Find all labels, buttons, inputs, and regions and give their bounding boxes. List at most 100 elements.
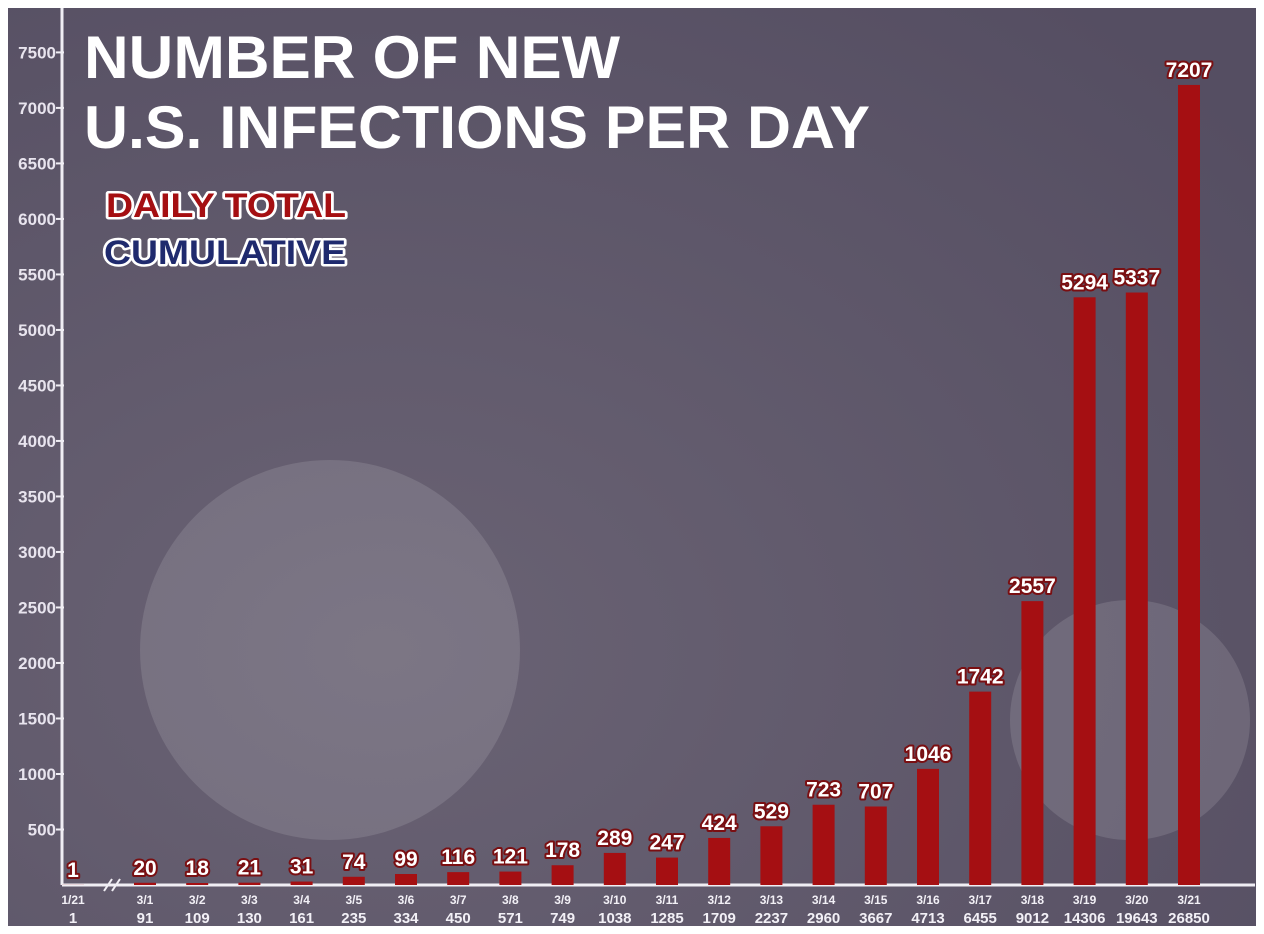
data-label: 5337 [1113,267,1160,290]
x-tick-label: 3/19 [1073,893,1097,907]
data-label: 1 [67,859,79,882]
cumulative-label: 1709 [703,910,736,927]
data-label: 121 [493,846,528,869]
cumulative-label: 1038 [598,910,631,927]
cumulative-label: 3667 [859,910,892,927]
cumulative-label: 450 [446,910,471,927]
data-label: 7207 [1166,59,1213,82]
cumulative-label: 571 [498,910,523,927]
data-label: 529 [754,800,789,823]
cumulative-label: 19643 [1116,910,1158,927]
bar [603,852,626,885]
x-tick-label: 3/18 [1021,893,1045,907]
cumulative-label: 2237 [755,910,788,927]
y-tick-label: 1500 [18,709,56,728]
x-tick-label: 3/4 [293,893,310,907]
y-tick-label: 4500 [18,376,56,395]
axis-break [103,878,121,892]
data-label: 5294 [1061,271,1108,294]
data-label: 1742 [957,666,1004,689]
data-label: 424 [702,812,737,835]
data-label: 289 [597,827,632,850]
data-label: 18 [186,857,210,880]
legend-entry: DAILY TOTAL [106,187,346,225]
cumulative-label: 14306 [1064,910,1106,927]
bar [447,872,470,885]
y-tick-label: 7500 [18,43,56,62]
data-label: 116 [441,846,475,869]
data-label: 74 [342,851,366,874]
x-tick-label: 3/2 [189,893,206,907]
x-tick-label: 3/9 [554,893,571,907]
x-tick-label: 3/20 [1125,893,1149,907]
x-tick-label: 3/16 [916,893,940,907]
y-tick-label: 2000 [18,654,56,673]
cumulative-label: 334 [393,910,419,927]
background [8,8,1256,926]
chart-title: U.S. INFECTIONS PER DAY [84,94,870,161]
bar [395,874,417,885]
bar [290,881,313,885]
bar [656,857,678,885]
x-tick-label: 3/12 [708,893,732,907]
y-tick-label: 5500 [18,265,56,284]
x-tick-label: 3/8 [502,893,519,907]
x-tick-label: 3/10 [603,893,627,907]
data-label: 99 [394,848,417,871]
x-tick-label: 3/15 [864,893,888,907]
y-tick-label: 4000 [18,432,56,451]
x-tick-label: 3/7 [450,893,467,907]
bar [342,876,365,885]
y-tick-label: 2500 [18,598,56,617]
cumulative-label: 109 [185,910,210,927]
y-tick-label: 7000 [18,99,56,118]
x-tick-label: 3/21 [1177,893,1201,907]
cumulative-label: 2960 [807,910,840,927]
data-label: 20 [133,857,156,880]
cumulative-label: 235 [341,910,366,927]
bar [134,882,156,885]
y-tick-label: 500 [28,820,56,839]
bar [499,871,522,885]
x-tick-label: 3/17 [969,893,993,907]
cumulative-label: 6455 [964,910,997,927]
x-tick-label: 3/1 [137,893,154,907]
x-tick-label: 1/21 [61,893,85,907]
y-tick-label: 3500 [18,487,56,506]
bar [1073,297,1096,886]
cumulative-label: 4713 [911,910,944,927]
x-tick-label: 3/3 [241,893,258,907]
x-tick-label: 3/14 [812,893,836,907]
bar [864,806,887,885]
bar [238,882,261,885]
cumulative-label: 26850 [1168,910,1210,927]
cumulative-label: 161 [289,910,314,927]
bar [969,691,992,885]
data-label: 247 [649,832,684,855]
y-tick-label: 6500 [18,154,56,173]
cumulative-label: 749 [550,910,575,927]
y-tick-label: 6000 [18,210,56,229]
x-tick-label: 3/11 [656,893,679,907]
bar [760,826,783,885]
data-label: 2557 [1009,575,1056,598]
cumulative-label: 1 [69,910,77,927]
bar [551,865,574,885]
bar [1021,601,1044,885]
cumulative-label: 9012 [1016,910,1049,927]
data-label: 723 [806,779,841,802]
x-tick-label: 3/13 [760,893,784,907]
data-label: 31 [290,856,314,879]
data-label: 1046 [905,743,952,766]
y-tick-label: 3000 [18,543,56,562]
y-tick-label: 1000 [18,765,56,784]
bar [812,804,835,885]
chart-title: NUMBER OF NEW [84,24,620,91]
data-label: 707 [858,781,893,804]
x-tick-label: 3/5 [345,893,362,907]
bar [708,837,731,885]
bar [917,768,939,885]
bar [1125,292,1148,885]
